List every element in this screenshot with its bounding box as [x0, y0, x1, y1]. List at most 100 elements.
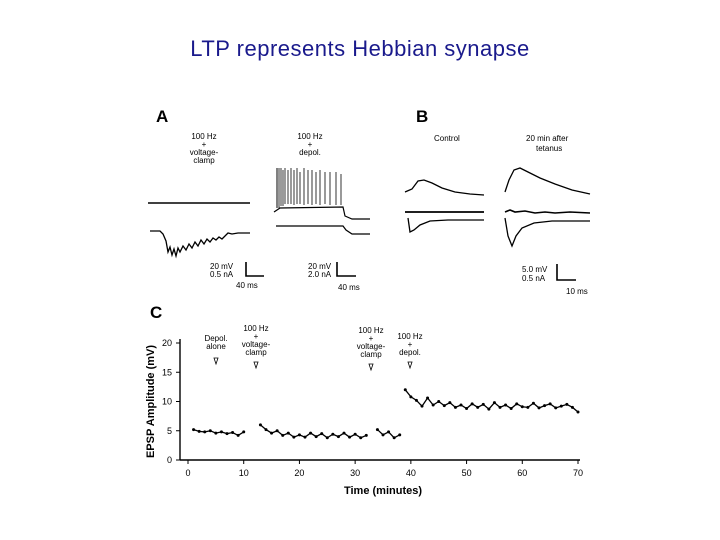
c-ann4-line1: 100 Hz — [397, 332, 422, 341]
data-point — [203, 430, 207, 434]
data-point — [531, 401, 535, 405]
data-point — [387, 430, 391, 434]
data-point — [426, 396, 430, 400]
data-point — [548, 402, 552, 406]
data-point — [214, 431, 218, 435]
c-ann4-line2: + — [408, 340, 413, 349]
data-point — [470, 402, 474, 406]
epsp-chart: 0 10 20 30 40 50 60 70 0 5 10 15 20 Time (minutes) EPS… — [145, 338, 583, 497]
data-point — [543, 404, 547, 408]
data-point — [303, 435, 307, 439]
data-point — [492, 401, 496, 405]
data-point — [353, 432, 357, 436]
c-ann2-arrow — [253, 361, 259, 370]
data-point — [208, 429, 212, 433]
y-tick-label: 20 — [162, 338, 172, 348]
data-point — [526, 405, 530, 409]
c-ann4-arrow — [407, 361, 413, 370]
data-point — [219, 430, 223, 434]
data-point — [314, 435, 318, 439]
panel-a-scale-bar-2: 20 mV 2.0 nA 40 ms — [308, 262, 360, 292]
data-point — [537, 406, 541, 410]
data-point — [453, 405, 457, 409]
a-scale1-na: 0.5 nA — [210, 270, 234, 279]
data-point — [420, 404, 424, 408]
data-point — [309, 431, 313, 435]
data-point — [381, 433, 385, 437]
data-point — [409, 395, 413, 399]
data-point — [442, 404, 446, 408]
data-point — [481, 402, 485, 406]
x-tick-label: 60 — [517, 468, 527, 478]
data-point — [515, 402, 519, 406]
data-point — [487, 407, 491, 411]
x-tick-label: 30 — [350, 468, 360, 478]
b-scale-na: 0.5 nA — [522, 274, 546, 283]
panel-a-trace-depol — [273, 168, 370, 235]
data-point — [392, 436, 396, 440]
b-scale-mv: 5.0 mV — [522, 265, 548, 274]
data-point — [504, 403, 508, 407]
data-point — [565, 402, 569, 406]
data-point — [576, 410, 580, 414]
data-point — [275, 429, 279, 433]
data-point — [270, 431, 274, 435]
y-tick-label: 10 — [162, 397, 172, 407]
data-point — [498, 405, 502, 409]
c-ann1-line2: alone — [206, 342, 226, 351]
data-point — [509, 407, 513, 411]
y-axis-label: EPSP Amplitude (mV) — [145, 345, 157, 458]
a-scale2-na: 2.0 nA — [308, 270, 332, 279]
data-point — [231, 431, 235, 435]
data-point — [459, 403, 463, 407]
data-point — [292, 435, 296, 439]
x-axis-label: Time (minutes) — [344, 485, 422, 497]
data-point — [364, 433, 368, 437]
panel-c-annotation-vclamp-2: 100 Hz + voltage- clamp — [357, 326, 386, 372]
data-point — [465, 407, 469, 411]
panel-c-label: C — [150, 303, 162, 322]
y-tick-label: 15 — [162, 367, 172, 377]
data-point — [559, 404, 563, 408]
c-ann2-line3: voltage- — [242, 340, 271, 349]
c-ann3-line3: voltage- — [357, 342, 386, 351]
data-point — [414, 398, 418, 402]
x-tick-label: 10 — [239, 468, 249, 478]
data-point — [398, 433, 402, 437]
data-point — [570, 405, 574, 409]
a-scale2-time: 40 ms — [338, 283, 360, 292]
a-cond2-line2: + — [308, 140, 313, 149]
data-point — [258, 423, 262, 427]
c-ann3-arrow — [368, 363, 374, 372]
c-ann3-line1: 100 Hz — [358, 326, 383, 335]
data-point — [476, 405, 480, 409]
data-point — [297, 433, 301, 437]
panel-b-label: B — [416, 107, 428, 126]
data-point — [431, 403, 435, 407]
panel-c-annotation-depol: 100 Hz + depol. — [397, 332, 423, 370]
a-scale1-time: 40 ms — [236, 281, 258, 290]
data-point — [320, 432, 324, 436]
panel-a-trace-voltage-clamp — [148, 202, 250, 259]
panel-c-annotation-vclamp-1: 100 Hz + voltage- clamp — [242, 324, 271, 370]
x-tick-label: 20 — [294, 468, 304, 478]
c-ann1-arrow — [213, 357, 219, 366]
data-point — [325, 436, 329, 440]
panel-a-cond2: 100 Hz + depol. — [297, 132, 322, 157]
data-point — [342, 431, 346, 435]
a-scale1-mv: 20 mV — [210, 262, 234, 271]
x-tick-label: 40 — [406, 468, 416, 478]
panel-b-trace-control — [404, 179, 485, 233]
a-cond1-line3: voltage- — [190, 148, 219, 157]
data-point — [264, 428, 268, 432]
series-line-1 — [193, 428, 245, 437]
x-tick-label: 70 — [573, 468, 583, 478]
a-scale2-mv: 20 mV — [308, 262, 332, 271]
data-point — [403, 388, 407, 392]
c-ann1-line1: Depol. — [204, 334, 227, 343]
data-point — [192, 428, 196, 432]
b-control-label: Control — [434, 134, 460, 143]
data-point — [236, 433, 240, 437]
data-point — [520, 405, 524, 409]
data-point — [242, 430, 246, 434]
